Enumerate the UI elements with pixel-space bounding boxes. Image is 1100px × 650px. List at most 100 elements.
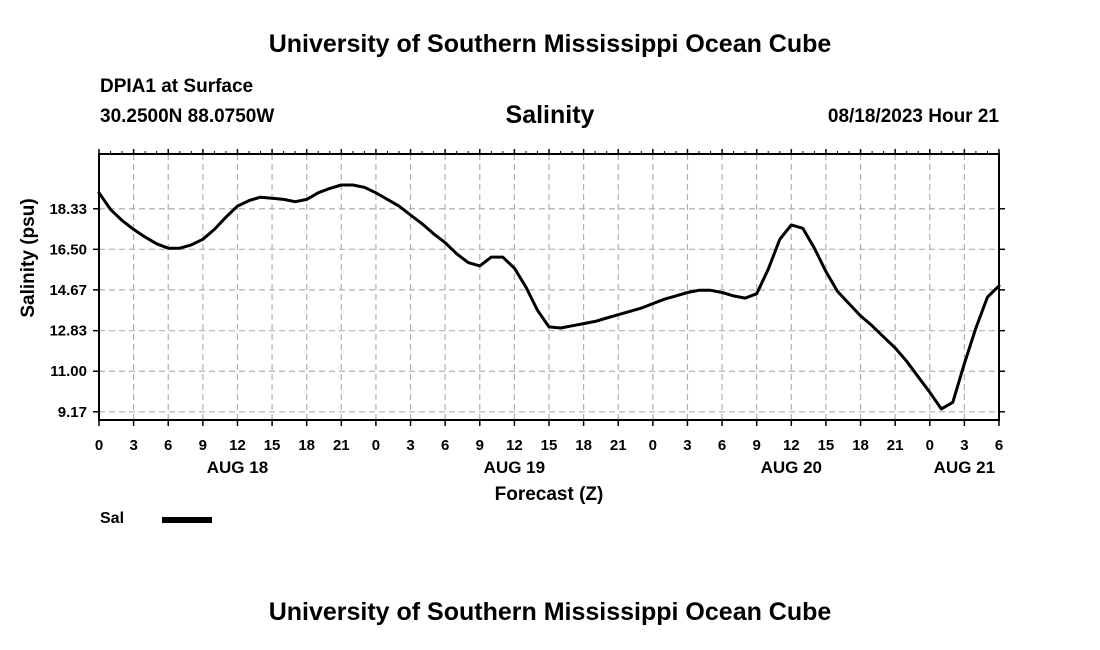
x-tick-label: 3 [129, 437, 137, 454]
data-point [675, 295, 677, 297]
date-label: AUG 18 [207, 458, 268, 477]
data-point [398, 205, 400, 207]
x-tick-label: 9 [753, 437, 761, 454]
x-tick-label: 6 [441, 437, 449, 454]
data-point [594, 320, 596, 323]
axis-layer: 0 3 6 9 12 15 18 21 0 3 6 9 12 15 18 21 0 3 6 9 12 15 18 21 0 3 6 9… [49, 149, 1005, 477]
data-point [525, 286, 527, 288]
data-point [952, 401, 954, 404]
y-tick-label: 12.83 [49, 323, 87, 340]
data-point [744, 297, 746, 299]
x-tick-label: 15 [541, 437, 558, 454]
data-point [190, 244, 193, 246]
data-point [940, 408, 943, 410]
data-point [409, 214, 412, 216]
x-tick-label: 15 [818, 437, 835, 454]
chart-title-bottom: University of Southern Mississippi Ocean… [268, 598, 832, 626]
x-axis-label: Forecast (Z) [495, 484, 604, 505]
data-point [155, 242, 158, 245]
data-point [998, 285, 1000, 287]
data-point [294, 200, 296, 203]
data-point [732, 295, 735, 297]
data-point [848, 302, 850, 305]
data-point [571, 324, 573, 327]
x-tick-label: 9 [476, 437, 484, 454]
x-tick-label: 12 [506, 437, 523, 454]
data-point [871, 324, 873, 327]
data-point [386, 198, 389, 201]
data-point [178, 247, 181, 250]
data-point [167, 247, 170, 250]
data-point [328, 187, 331, 190]
y-tick-label: 16.50 [49, 241, 87, 258]
data-point [975, 327, 977, 329]
data-point [432, 233, 435, 235]
series-layer [97, 183, 1001, 411]
x-tick-label: 6 [995, 437, 1003, 454]
data-point [98, 191, 100, 194]
data-point [709, 289, 712, 292]
legend-line-swatch [162, 517, 212, 523]
data-point [340, 184, 343, 186]
y-tick-label: 14.67 [49, 282, 87, 299]
data-point [859, 315, 862, 317]
data-point [271, 197, 273, 200]
data-point [478, 265, 481, 267]
data-point [825, 270, 827, 273]
x-tick-label: 6 [718, 437, 726, 454]
data-point [813, 247, 816, 250]
data-point [375, 191, 377, 194]
data-point [686, 291, 689, 294]
legend-label: Sal [100, 510, 125, 527]
x-tick-label: 0 [926, 437, 934, 454]
x-tick-label: 0 [372, 437, 380, 454]
data-point [802, 227, 804, 230]
data-point [963, 362, 966, 365]
data-point [421, 223, 423, 225]
data-point [225, 216, 227, 218]
data-point [767, 268, 770, 271]
date-label: AUG 21 [934, 458, 995, 477]
data-point [352, 184, 354, 186]
data-point [928, 391, 931, 394]
coordinates-label: 30.2500N 88.0750W [100, 106, 275, 127]
data-point [894, 347, 896, 349]
forecast-datetime: 08/18/2023 Hour 21 [827, 106, 999, 127]
x-tick-label: 0 [649, 437, 657, 454]
data-point [236, 205, 239, 207]
data-point [121, 219, 123, 222]
x-tick-label: 9 [199, 437, 207, 454]
y-tick-label: 9.17 [58, 404, 87, 421]
data-point [652, 302, 654, 305]
x-tick-label: 12 [229, 437, 246, 454]
data-point [490, 256, 493, 258]
y-tick-label: 18.33 [49, 201, 87, 218]
data-point [444, 241, 446, 244]
data-point [721, 291, 723, 294]
data-point [282, 198, 285, 201]
data-point [640, 307, 643, 309]
data-point [917, 375, 920, 378]
date-label: AUG 19 [484, 458, 545, 477]
data-point [755, 292, 758, 295]
data-point [882, 336, 885, 338]
data-point [628, 310, 631, 313]
x-tick-label: 18 [575, 437, 592, 454]
station-label: DPIA1 at Surface [100, 76, 254, 97]
data-point [513, 267, 516, 269]
x-tick-label: 3 [683, 437, 691, 454]
x-tick-label: 6 [164, 437, 172, 454]
chart-title-top: University of Southern Mississippi Ocean… [268, 30, 832, 58]
data-point [467, 261, 470, 264]
x-tick-label: 15 [264, 437, 281, 454]
data-point [548, 326, 550, 328]
data-point [259, 196, 262, 199]
data-point [663, 298, 666, 300]
data-point [778, 238, 781, 241]
data-point [202, 238, 204, 241]
x-tick-label: 21 [887, 437, 904, 454]
data-point [502, 256, 504, 258]
data-point [144, 236, 146, 238]
x-tick-label: 3 [406, 437, 414, 454]
